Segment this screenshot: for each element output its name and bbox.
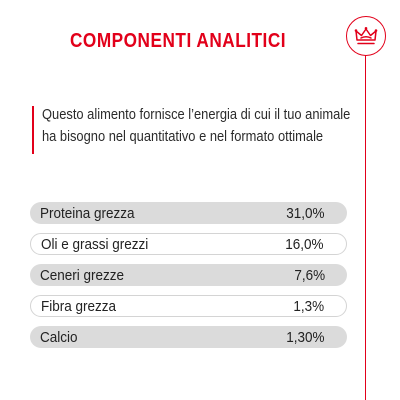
nutrient-row-ceneri: Ceneri grezze 7,6%: [30, 264, 347, 286]
nutrient-label: Oli e grassi grezzi: [41, 235, 149, 253]
page-title: COMPONENTI ANALITICI: [70, 30, 287, 52]
brand-vertical-line: [365, 50, 367, 400]
nutrient-row-calcio: Calcio 1,30%: [30, 326, 347, 348]
nutrient-value: 31,0%: [286, 204, 325, 222]
nutrient-row-proteina: Proteina grezza 31,0%: [30, 202, 347, 224]
description-line: ha bisogno nel quantitativo e nel format…: [42, 128, 324, 145]
nutrient-table: Proteina grezza 31,0% Oli e grassi grezz…: [30, 202, 347, 357]
description-line: Questo alimento fornisce l’energia di cu…: [42, 106, 351, 123]
nutrient-value: 1,30%: [286, 328, 325, 346]
nutrient-value: 16,0%: [285, 235, 324, 253]
description-text: Questo alimento fornisce l’energia di cu…: [42, 104, 351, 148]
nutrient-value: 1,3%: [293, 297, 324, 315]
nutrient-value: 7,6%: [294, 266, 325, 284]
brand-logo: [346, 16, 386, 56]
crown-icon: [354, 27, 378, 45]
nutrient-label: Proteina grezza: [40, 204, 135, 222]
description-accent-bar: [32, 106, 34, 154]
nutrient-label: Ceneri grezze: [40, 266, 125, 284]
nutrient-row-oli-grassi: Oli e grassi grezzi 16,0%: [30, 233, 347, 255]
nutrient-row-fibra: Fibra grezza 1,3%: [30, 295, 347, 317]
nutrient-label: Calcio: [40, 328, 78, 346]
nutrient-label: Fibra grezza: [41, 297, 117, 315]
